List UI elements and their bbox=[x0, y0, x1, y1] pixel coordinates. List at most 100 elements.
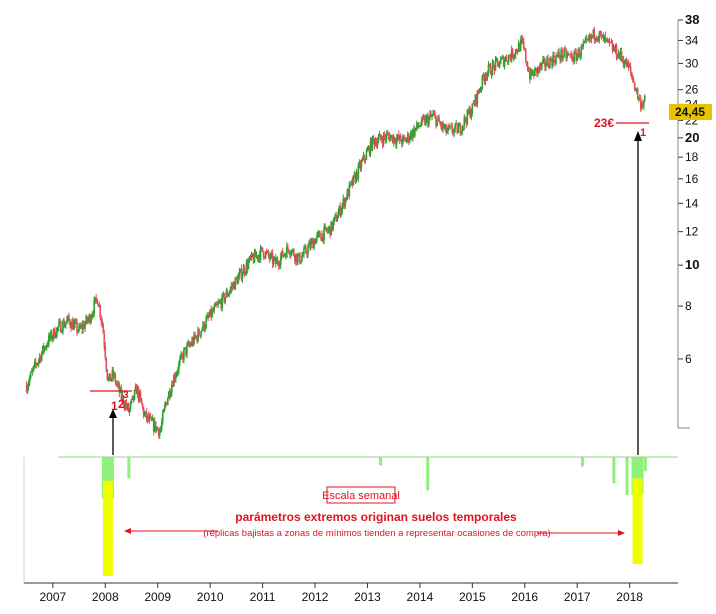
candle-body bbox=[514, 49, 517, 55]
candle-body bbox=[456, 123, 459, 133]
candle-body bbox=[424, 117, 426, 125]
candle-body bbox=[315, 238, 317, 244]
candle-body bbox=[91, 314, 93, 318]
candle-body bbox=[459, 124, 462, 134]
candle-body bbox=[379, 134, 382, 139]
x-tick-label: 2016 bbox=[511, 590, 538, 604]
candle-body bbox=[397, 134, 400, 140]
candle-body bbox=[393, 137, 396, 143]
candle-body bbox=[418, 126, 420, 128]
candle-body bbox=[30, 371, 33, 373]
candle-body bbox=[181, 354, 183, 356]
candle-body bbox=[262, 251, 265, 258]
candle-body bbox=[461, 126, 464, 133]
candle-body bbox=[503, 60, 506, 67]
candle-body bbox=[209, 309, 211, 317]
candle-body bbox=[142, 407, 145, 416]
candle-body bbox=[264, 251, 267, 258]
candle-body bbox=[501, 56, 504, 58]
candle-body bbox=[390, 135, 393, 137]
candle-body bbox=[40, 352, 43, 361]
candle-body bbox=[324, 226, 326, 228]
candle-body bbox=[328, 226, 330, 230]
candle-body bbox=[129, 402, 132, 409]
candle-body bbox=[105, 358, 108, 370]
candle-body bbox=[629, 66, 632, 72]
candle-body bbox=[58, 322, 60, 328]
candle-body bbox=[182, 355, 184, 360]
candle-body bbox=[203, 322, 205, 330]
candle-body bbox=[94, 297, 96, 301]
candle-body bbox=[314, 240, 316, 244]
candle-body bbox=[484, 75, 487, 81]
candle-body bbox=[454, 123, 456, 129]
candle-body bbox=[634, 89, 637, 91]
candle-body bbox=[85, 316, 87, 324]
candle-body bbox=[376, 141, 379, 147]
candle-body bbox=[289, 252, 291, 255]
candle-body bbox=[299, 253, 301, 264]
candle-body bbox=[452, 132, 454, 134]
candle-body bbox=[96, 299, 99, 304]
candle-body bbox=[362, 155, 365, 160]
candle-body bbox=[235, 277, 238, 279]
candle-body bbox=[392, 137, 395, 143]
candle-body bbox=[173, 375, 175, 387]
candle-body bbox=[350, 180, 353, 184]
candle-body bbox=[580, 46, 583, 55]
candle-body bbox=[433, 113, 435, 115]
candle-body bbox=[443, 127, 445, 129]
candle-body bbox=[593, 29, 596, 40]
candle-body bbox=[130, 399, 133, 403]
candle-body bbox=[606, 38, 609, 40]
candle-body bbox=[599, 31, 602, 35]
candle-body bbox=[615, 45, 618, 58]
candle-body bbox=[385, 134, 388, 140]
y-tick-label: 30 bbox=[685, 56, 699, 70]
candle-body bbox=[48, 335, 50, 345]
candle-body bbox=[126, 404, 129, 408]
candle-body bbox=[419, 126, 421, 128]
candle-body bbox=[627, 62, 630, 67]
volume-spike bbox=[625, 457, 629, 496]
candle-body bbox=[494, 59, 497, 71]
candle-body bbox=[89, 315, 91, 323]
candle-body bbox=[351, 180, 354, 186]
candle-body bbox=[178, 362, 180, 371]
candle-body bbox=[331, 221, 333, 230]
candle-body bbox=[272, 258, 275, 264]
note-subtitle: (réplicas bajistas a zonas de mínimos ti… bbox=[203, 528, 550, 539]
y-tick-label: 6 bbox=[685, 352, 692, 366]
candle-body bbox=[87, 319, 89, 322]
candle-body bbox=[316, 234, 318, 239]
candle-body bbox=[638, 97, 641, 99]
candle-body bbox=[550, 58, 552, 61]
y-tick-label: 8 bbox=[685, 299, 692, 313]
candle-body bbox=[356, 171, 359, 179]
candle-body bbox=[371, 136, 374, 151]
candle-body bbox=[199, 334, 201, 336]
candle-body bbox=[446, 130, 448, 134]
candle-body bbox=[623, 63, 626, 66]
candle-body bbox=[121, 395, 124, 399]
candle-body bbox=[437, 117, 439, 120]
candle-body bbox=[588, 35, 591, 40]
candle-body bbox=[238, 271, 241, 276]
candle-body bbox=[507, 55, 510, 63]
candle-body bbox=[579, 54, 582, 57]
candle-body bbox=[122, 395, 125, 405]
candle-body bbox=[523, 48, 526, 50]
candle-body bbox=[372, 136, 375, 140]
candle-body bbox=[166, 398, 169, 405]
x-tick-label: 2007 bbox=[39, 590, 66, 604]
candle-body bbox=[217, 302, 220, 305]
candle-body bbox=[245, 262, 248, 273]
candle-body bbox=[118, 384, 121, 393]
candle-body bbox=[155, 427, 158, 432]
candle-body bbox=[534, 68, 536, 77]
candle-body bbox=[451, 125, 453, 133]
candle-body bbox=[79, 325, 81, 328]
candle-body bbox=[630, 71, 633, 77]
candle-body bbox=[97, 303, 100, 307]
candle-body bbox=[211, 310, 213, 317]
